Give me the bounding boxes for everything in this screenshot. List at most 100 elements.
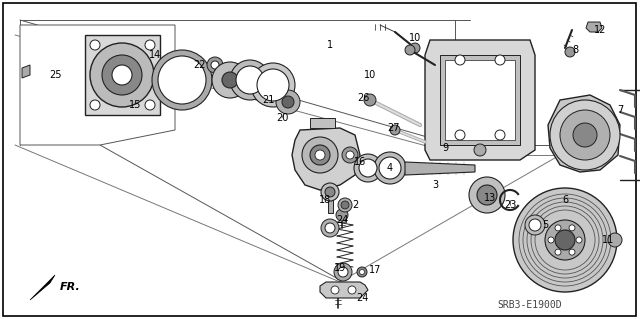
Text: 9: 9 (442, 143, 448, 153)
Circle shape (302, 137, 338, 173)
Text: 8: 8 (572, 45, 578, 55)
Polygon shape (548, 95, 620, 172)
Circle shape (545, 220, 585, 260)
Circle shape (145, 100, 155, 110)
Circle shape (410, 43, 420, 53)
Text: 15: 15 (129, 100, 141, 110)
Circle shape (548, 237, 554, 243)
Text: 2: 2 (352, 200, 358, 210)
Circle shape (569, 225, 575, 231)
Circle shape (374, 152, 406, 184)
Circle shape (145, 40, 155, 50)
Polygon shape (320, 282, 368, 298)
Polygon shape (85, 35, 160, 115)
Circle shape (555, 230, 575, 250)
Polygon shape (22, 65, 30, 78)
Circle shape (112, 65, 132, 85)
Text: 24: 24 (356, 293, 368, 303)
Circle shape (321, 219, 339, 237)
Circle shape (565, 47, 575, 57)
Polygon shape (310, 118, 335, 128)
Bar (328, 195, 333, 213)
Circle shape (331, 286, 339, 294)
Text: SRB3-E1900D: SRB3-E1900D (498, 300, 563, 310)
Text: 5: 5 (542, 220, 548, 230)
Text: 18: 18 (319, 195, 331, 205)
Circle shape (321, 183, 339, 201)
Circle shape (474, 144, 486, 156)
Circle shape (212, 62, 248, 98)
Circle shape (569, 249, 575, 255)
Circle shape (152, 50, 212, 110)
Circle shape (364, 94, 376, 106)
Text: 17: 17 (369, 265, 381, 275)
Circle shape (525, 215, 545, 235)
Circle shape (379, 157, 401, 179)
Text: 22: 22 (194, 60, 206, 70)
Text: 7: 7 (617, 105, 623, 115)
Circle shape (550, 100, 620, 170)
Circle shape (346, 151, 354, 159)
Circle shape (529, 219, 541, 231)
Circle shape (90, 43, 154, 107)
Text: 16: 16 (354, 157, 366, 167)
Circle shape (348, 286, 356, 294)
Circle shape (469, 177, 505, 213)
Circle shape (555, 249, 561, 255)
Text: 11: 11 (602, 235, 614, 245)
Circle shape (455, 130, 465, 140)
Text: 26: 26 (357, 93, 369, 103)
Text: 24: 24 (336, 215, 348, 225)
Text: 10: 10 (364, 70, 376, 80)
Text: 21: 21 (262, 95, 274, 105)
Circle shape (560, 110, 610, 160)
Polygon shape (425, 40, 535, 160)
Text: 23: 23 (504, 200, 516, 210)
Text: 1: 1 (327, 40, 333, 50)
Polygon shape (30, 275, 55, 300)
Circle shape (236, 66, 264, 94)
Text: 10: 10 (409, 33, 421, 43)
Circle shape (495, 55, 505, 65)
Text: 3: 3 (432, 180, 438, 190)
Text: 19: 19 (334, 263, 346, 273)
Polygon shape (405, 162, 475, 175)
Circle shape (263, 75, 283, 95)
Circle shape (359, 159, 377, 177)
Circle shape (482, 190, 492, 200)
Polygon shape (292, 128, 360, 190)
Circle shape (390, 125, 400, 135)
Circle shape (315, 150, 325, 160)
Circle shape (576, 237, 582, 243)
Circle shape (455, 55, 465, 65)
Circle shape (341, 201, 349, 209)
Circle shape (222, 72, 238, 88)
Circle shape (158, 56, 206, 104)
Circle shape (207, 57, 223, 73)
Circle shape (338, 198, 352, 212)
Circle shape (257, 69, 289, 101)
Circle shape (477, 185, 497, 205)
Circle shape (230, 60, 270, 100)
Circle shape (608, 233, 622, 247)
Circle shape (211, 61, 219, 69)
Polygon shape (586, 22, 602, 32)
Text: 4: 4 (387, 163, 393, 173)
Circle shape (495, 130, 505, 140)
Circle shape (342, 147, 358, 163)
Text: 14: 14 (149, 50, 161, 60)
Circle shape (555, 225, 561, 231)
Circle shape (513, 188, 617, 292)
Circle shape (276, 90, 300, 114)
Circle shape (334, 263, 352, 281)
Circle shape (354, 154, 382, 182)
Circle shape (310, 145, 330, 165)
Circle shape (357, 267, 367, 277)
Circle shape (282, 96, 294, 108)
Circle shape (102, 55, 142, 95)
Text: 27: 27 (387, 123, 399, 133)
Circle shape (325, 223, 335, 233)
Circle shape (405, 45, 415, 55)
Circle shape (90, 40, 100, 50)
Bar (440, 55, 520, 145)
